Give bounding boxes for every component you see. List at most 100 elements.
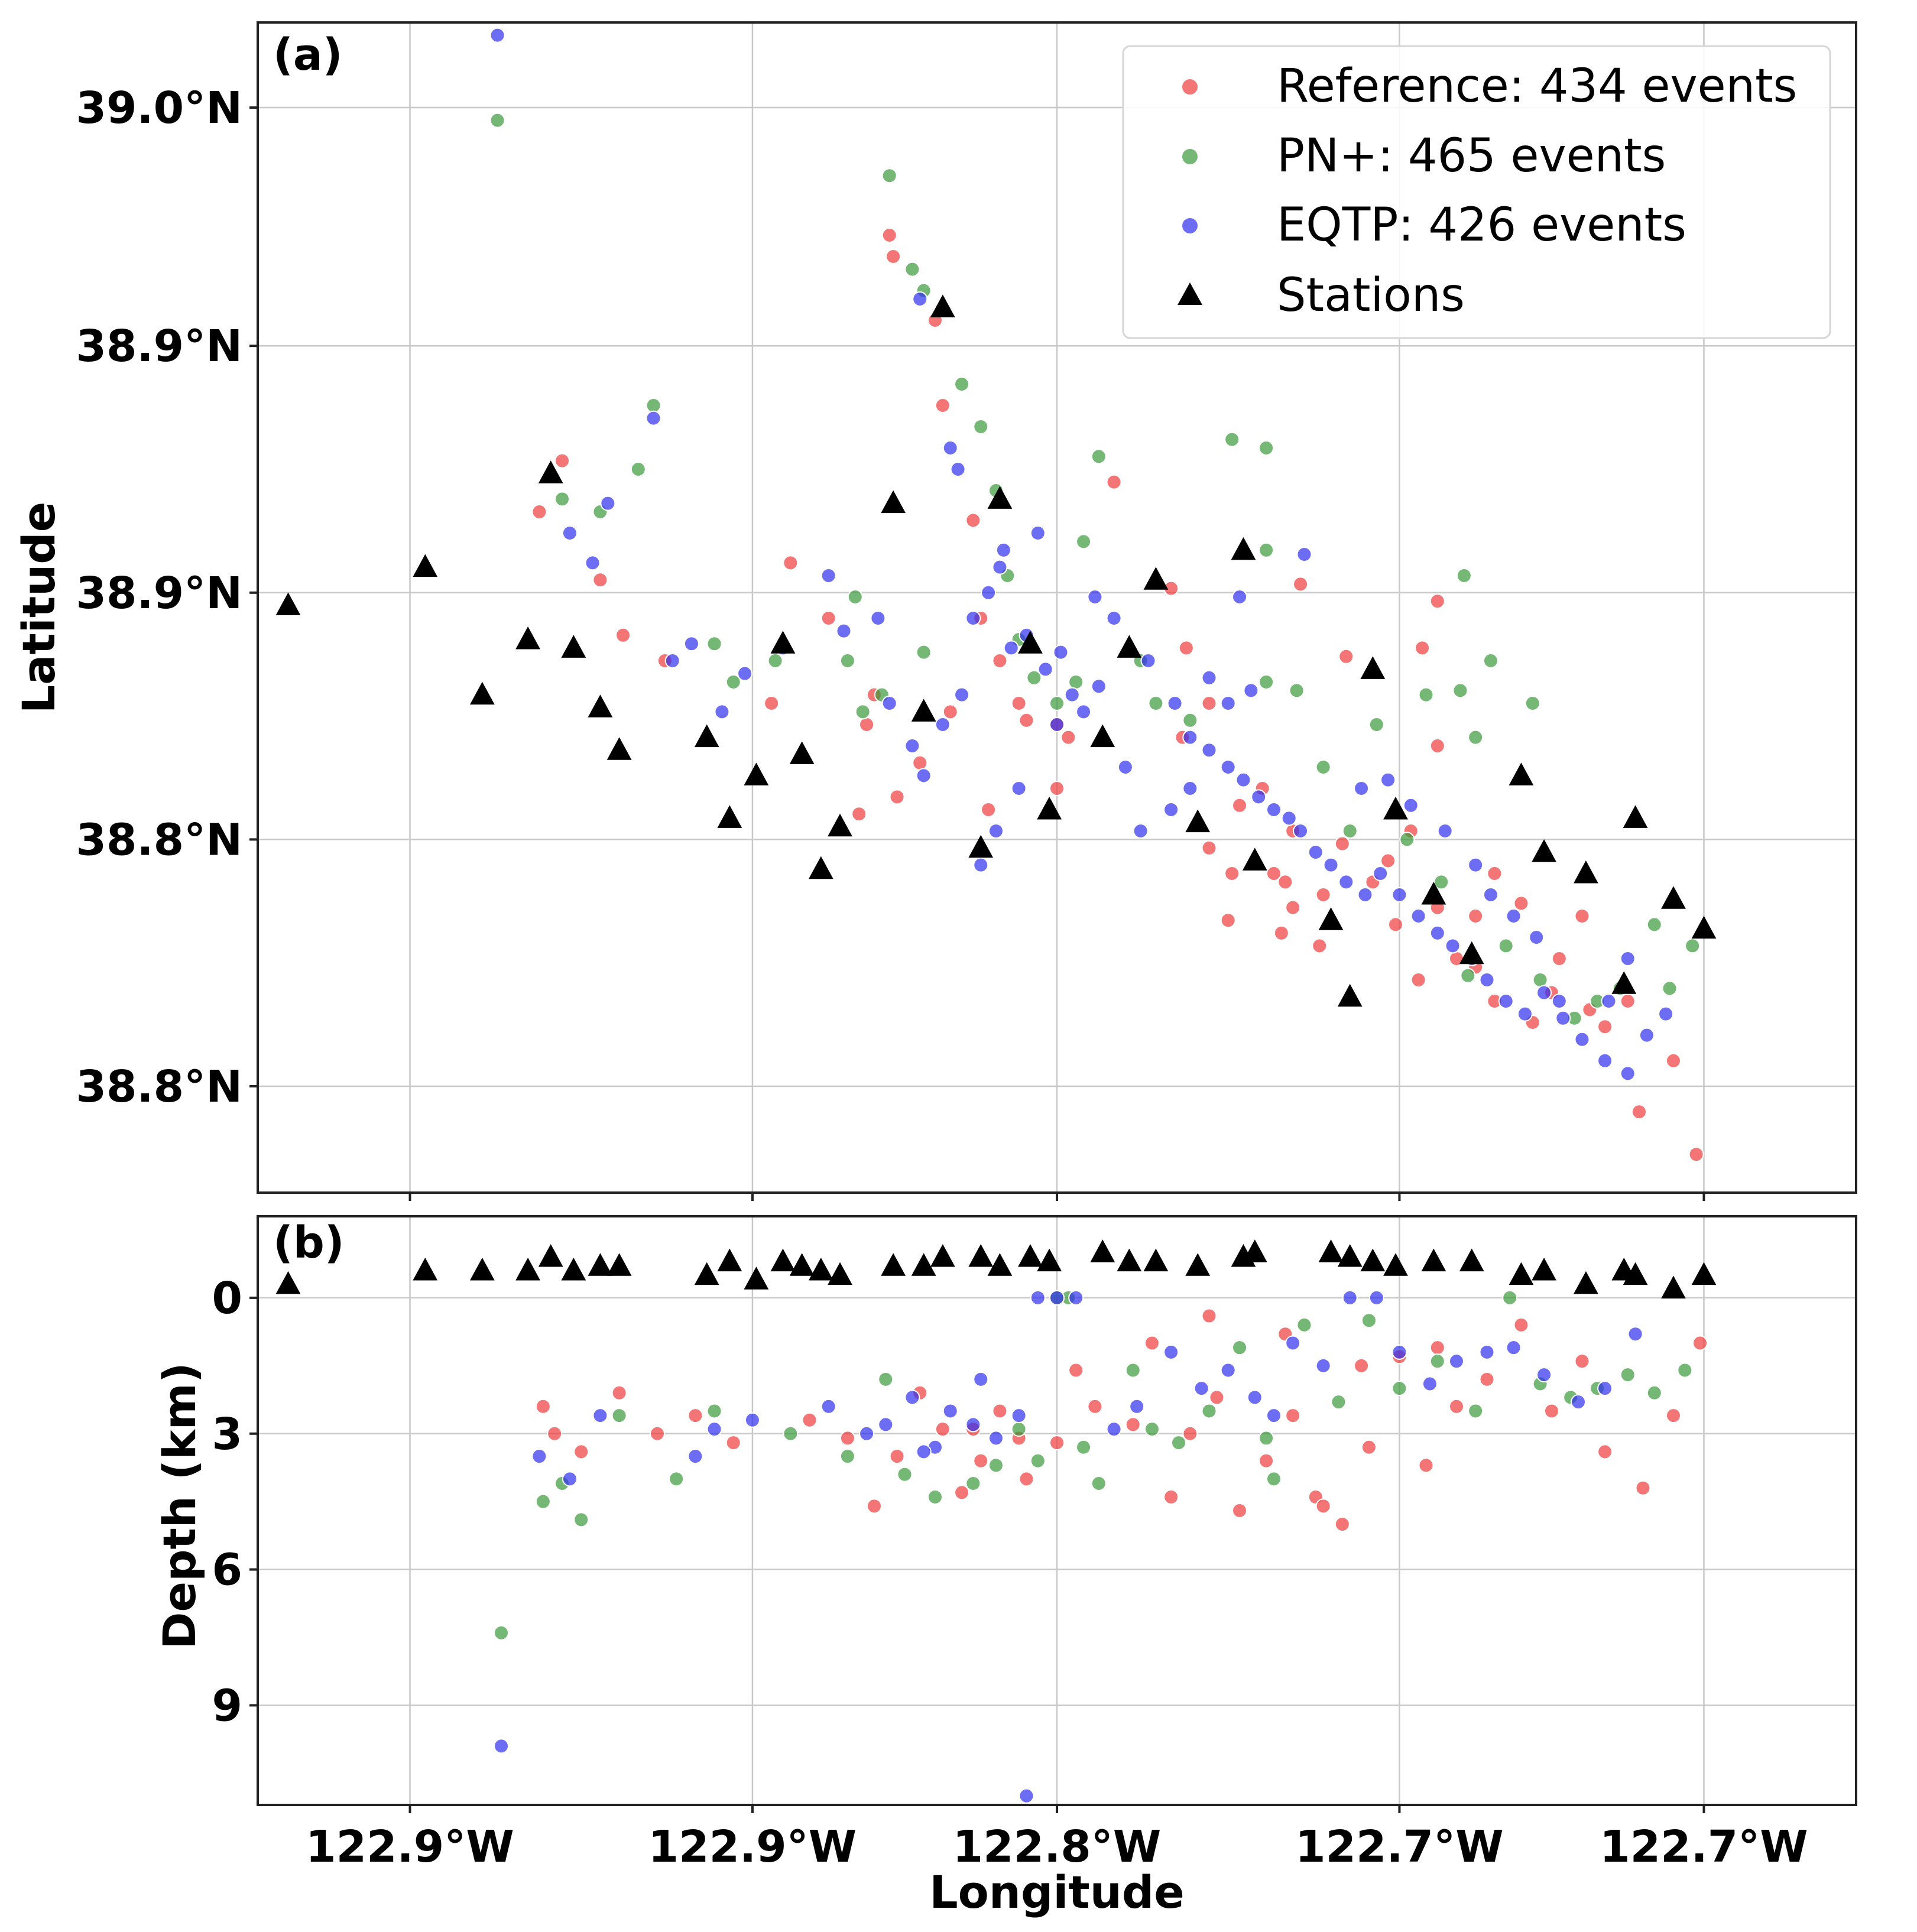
- map-eqtp-point: [1338, 874, 1354, 890]
- depth-eqtp-point: [1479, 1344, 1495, 1360]
- latitude-axis-title: Latitude: [12, 502, 65, 713]
- depth-eqtp-point: [859, 1426, 875, 1441]
- map-station-marker: [968, 835, 994, 858]
- depth-reference-point: [1285, 1408, 1301, 1424]
- depth-eqtp-point: [1342, 1290, 1358, 1306]
- map-eqtp-point: [646, 410, 661, 426]
- depth-station-marker: [789, 1253, 815, 1276]
- map-eqtp-point: [1011, 781, 1027, 796]
- map-eqtp-point: [1403, 797, 1419, 813]
- map-pn-point: [1685, 938, 1701, 954]
- map-eqtp-point: [1517, 1006, 1533, 1022]
- depth-pn-point: [611, 1408, 627, 1424]
- map-reference-point: [1597, 1019, 1613, 1035]
- map-reference-point: [1338, 648, 1354, 664]
- depth-pn-point: [1125, 1362, 1141, 1378]
- map-y-tick-label: 39.0°N: [76, 83, 242, 134]
- map-eqtp-point: [1498, 993, 1514, 1009]
- depth-reference-point: [1182, 1426, 1198, 1441]
- depth-eqtp-point: [1266, 1408, 1282, 1424]
- depth-station-marker: [1337, 1243, 1363, 1267]
- map-eqtp-point: [820, 568, 836, 583]
- map-pn-point: [1433, 874, 1449, 890]
- depth-station-marker: [1360, 1248, 1386, 1272]
- depth-eqtp-point: [1193, 1381, 1209, 1397]
- map-pn-point: [1182, 712, 1198, 728]
- map-reference-point: [1201, 840, 1217, 856]
- depth-station-marker: [1532, 1257, 1556, 1281]
- map-reference-point: [783, 555, 799, 571]
- map-eqtp-point: [1410, 908, 1426, 924]
- depth-station-marker: [1037, 1248, 1062, 1272]
- depth-station-marker: [275, 1271, 301, 1294]
- map-station-marker: [808, 856, 833, 879]
- map-eqtp-point: [1232, 589, 1248, 605]
- map-reference-point: [1487, 866, 1503, 881]
- map-ticks: 38.8°N 38.8°N 38.9°N 38.9°N 39.0°N: [76, 83, 1705, 1201]
- depth-eqtp-point: [1030, 1290, 1046, 1306]
- map-station-marker: [1231, 537, 1256, 560]
- map-reference-point: [1574, 908, 1590, 924]
- map-pn-point: [706, 636, 722, 652]
- map-eqtp-point: [1308, 845, 1324, 860]
- map-data-points: [275, 27, 1717, 1163]
- map-reference-point: [1380, 853, 1396, 869]
- map-eqtp-point: [1296, 547, 1312, 562]
- map-pn-point: [1662, 980, 1678, 996]
- depth-reference-point: [889, 1449, 905, 1465]
- depth-eqtp-point: [973, 1371, 989, 1387]
- map-reference-point: [820, 611, 836, 626]
- map-reference-point: [992, 653, 1008, 668]
- map-reference-point: [1315, 887, 1331, 902]
- depth-station-marker: [828, 1262, 852, 1285]
- map-eqtp-point: [1251, 789, 1267, 805]
- map-pn-point: [1532, 972, 1548, 988]
- map-eqtp-point: [870, 611, 886, 626]
- map-eqtp-point: [1429, 925, 1445, 941]
- map-eqtp-point: [1380, 772, 1396, 788]
- map-pn-point: [767, 653, 783, 668]
- depth-reference-point: [1513, 1317, 1529, 1333]
- map-reference-point: [1312, 938, 1328, 954]
- legend-marker-pn: [1182, 149, 1198, 164]
- map-reference-point: [1273, 925, 1289, 941]
- depth-reference-point: [839, 1430, 855, 1446]
- map-eqtp-point: [1163, 802, 1179, 817]
- map-reference-point: [1011, 696, 1027, 711]
- depth-station-marker: [1509, 1262, 1534, 1285]
- map-pn-point: [1315, 759, 1331, 775]
- map-reference-point: [1277, 874, 1293, 890]
- depth-eqtp-point: [904, 1389, 920, 1405]
- map-eqtp-point: [600, 495, 616, 511]
- depth-reference-point: [1692, 1335, 1708, 1351]
- map-pn-point: [839, 653, 855, 668]
- depth-reference-point: [1665, 1408, 1681, 1424]
- map-pn-point: [1646, 917, 1662, 933]
- depth-reference-point: [725, 1435, 741, 1451]
- map-eqtp-point: [1597, 1053, 1613, 1069]
- map-pn-point: [954, 376, 970, 392]
- map-pn-point: [1049, 696, 1065, 711]
- map-reference-point: [935, 398, 951, 413]
- depth-station-marker: [606, 1253, 632, 1276]
- map-eqtp-point: [683, 636, 699, 652]
- depth-reference-point: [1449, 1398, 1464, 1414]
- map-station-marker: [1143, 567, 1169, 590]
- depth-pn-point: [878, 1371, 894, 1387]
- depth-eqtp-point: [1315, 1358, 1331, 1373]
- depth-eqtp-point: [592, 1408, 608, 1424]
- map-reference-point: [554, 453, 570, 469]
- depth-reference-point: [1144, 1335, 1160, 1351]
- depth-eqtp-point: [494, 1738, 510, 1754]
- depth-pn-point: [1620, 1367, 1636, 1383]
- depth-x-tick-label: 122.8°W: [953, 1821, 1162, 1872]
- depth-pn-point: [706, 1403, 722, 1419]
- depth-reference-point: [1418, 1457, 1434, 1473]
- map-reference-point: [1220, 913, 1236, 928]
- depth-reference-point: [535, 1398, 551, 1414]
- map-pn-point: [1076, 534, 1092, 550]
- map-pn-point: [1468, 729, 1484, 745]
- depth-x-tick-label: 122.9°W: [306, 1821, 514, 1872]
- depth-pn-point: [1030, 1453, 1046, 1469]
- depth-eqtp-point: [1011, 1408, 1027, 1424]
